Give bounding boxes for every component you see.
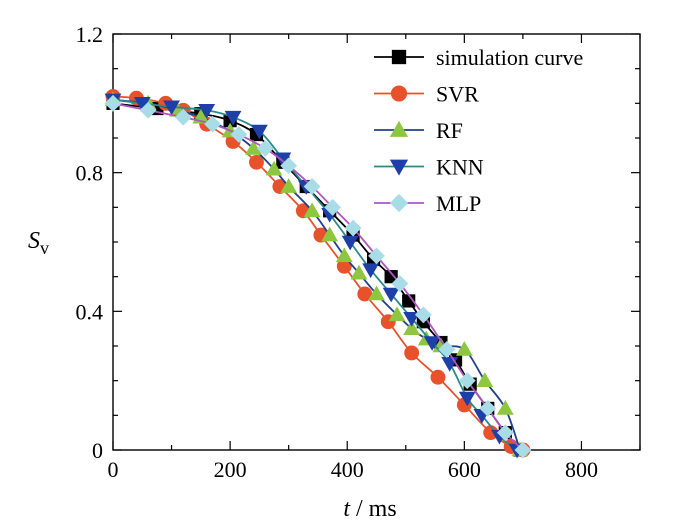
- data-point-mlp: [303, 178, 321, 195]
- data-point-mlp: [256, 140, 274, 157]
- data-point-rf: [476, 372, 494, 387]
- data-point-mlp: [496, 424, 514, 442]
- data-point-knn: [133, 97, 151, 112]
- data-point-mlp: [438, 341, 456, 358]
- series-layer: [104, 88, 532, 459]
- x-axis-unit: / ms: [350, 496, 397, 522]
- data-point-rf: [368, 285, 385, 301]
- plot-frame: [112, 33, 641, 451]
- data-point-knn: [163, 100, 180, 116]
- legend-marker: [389, 120, 409, 137]
- data-point-rf: [350, 264, 368, 280]
- data-point-svr: [483, 425, 499, 441]
- legend-label: simulation curve: [436, 45, 583, 70]
- data-point-mlp: [479, 400, 497, 417]
- series-line-svr: [112, 95, 524, 451]
- data-point-rf: [280, 178, 298, 193]
- x-tick-label: 200: [214, 457, 247, 482]
- data-point-rf: [403, 320, 421, 335]
- data-point-knn: [198, 103, 216, 119]
- y-tick-label: 0: [92, 438, 103, 463]
- y-tick-label: 1.2: [76, 22, 104, 47]
- data-point-rf: [335, 247, 353, 263]
- y-tick-label: 0.4: [76, 299, 104, 324]
- data-point-mlp: [368, 247, 385, 265]
- legend-entry-simulation-curve: simulation curve: [374, 45, 583, 70]
- x-tick-label: 800: [565, 457, 598, 482]
- tick-marks: [112, 33, 641, 451]
- legend-entry-rf: RF: [374, 118, 463, 143]
- tick-labels: 0 200 400 600 800 0 0.4 0.8 1.2: [76, 22, 598, 482]
- x-tick-label: 400: [331, 457, 364, 482]
- data-point-simulation-curve: [384, 270, 398, 284]
- legend-label: SVR: [436, 82, 479, 107]
- data-point-svr: [249, 154, 264, 170]
- x-tick-label: 0: [108, 457, 119, 482]
- data-point-mlp: [139, 101, 157, 119]
- legend-entry-mlp: MLP: [374, 191, 481, 216]
- y-axis-subscript: v: [40, 238, 49, 258]
- legend-marker: [389, 193, 409, 213]
- data-point-knn: [382, 287, 400, 303]
- data-point-rf: [496, 400, 514, 415]
- legend-entry-knn: KNN: [374, 155, 484, 180]
- data-point-mlp: [204, 115, 221, 133]
- data-point-rf: [321, 226, 339, 242]
- data-point-mlp: [344, 219, 362, 237]
- data-point-knn: [274, 152, 292, 168]
- data-point-mlp: [104, 94, 122, 112]
- data-point-rf: [303, 202, 321, 218]
- data-point-mlp: [174, 108, 192, 126]
- data-point-mlp: [280, 157, 298, 175]
- data-point-mlp: [414, 306, 432, 324]
- data-point-rf: [455, 341, 473, 356]
- legend-label: MLP: [436, 191, 481, 216]
- data-point-svr: [336, 258, 352, 274]
- data-point-mlp: [514, 441, 532, 459]
- data-point-mlp: [458, 372, 476, 390]
- data-point-svr: [357, 286, 373, 302]
- x-axis-variable: t: [343, 496, 351, 522]
- data-point-rf: [388, 306, 406, 322]
- data-point-knn: [458, 391, 476, 407]
- legend-entry-svr: SVR: [374, 82, 479, 107]
- y-axis-title: Sv: [28, 228, 49, 258]
- legend: simulation curve SVR RF KNN MLP: [374, 45, 583, 216]
- legend-marker: [389, 159, 409, 176]
- data-point-knn: [224, 110, 242, 126]
- series-mlp: [104, 94, 532, 459]
- data-point-svr: [404, 345, 420, 361]
- series-line-rf: [112, 98, 521, 451]
- data-point-knn: [423, 336, 441, 351]
- y-axis-variable: S: [28, 228, 40, 254]
- legend-label: KNN: [436, 155, 484, 180]
- data-point-knn: [250, 124, 268, 140]
- data-point-rf: [245, 140, 262, 155]
- legend-label: RF: [436, 118, 463, 143]
- data-point-knn: [362, 263, 380, 279]
- data-point-mlp: [391, 275, 409, 292]
- x-axis-title: t / ms: [343, 496, 396, 522]
- data-point-svr: [430, 369, 446, 385]
- data-point-rf: [265, 160, 283, 176]
- data-point-knn: [341, 235, 359, 251]
- legend-marker: [391, 49, 407, 65]
- y-tick-label: 0.8: [76, 161, 104, 186]
- legend-marker: [390, 85, 408, 102]
- data-point-simulation-curve: [402, 294, 416, 308]
- data-point-mlp: [230, 126, 248, 143]
- data-point-mlp: [324, 198, 341, 216]
- x-tick-label: 600: [448, 457, 481, 482]
